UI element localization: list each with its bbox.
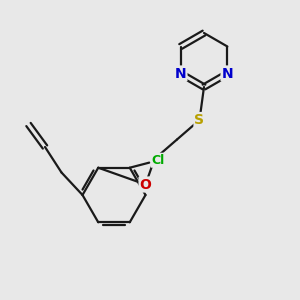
Text: O: O <box>140 178 152 191</box>
Text: S: S <box>194 113 205 127</box>
Text: N: N <box>222 67 233 80</box>
Text: N: N <box>175 67 186 80</box>
Text: Cl: Cl <box>152 154 165 167</box>
